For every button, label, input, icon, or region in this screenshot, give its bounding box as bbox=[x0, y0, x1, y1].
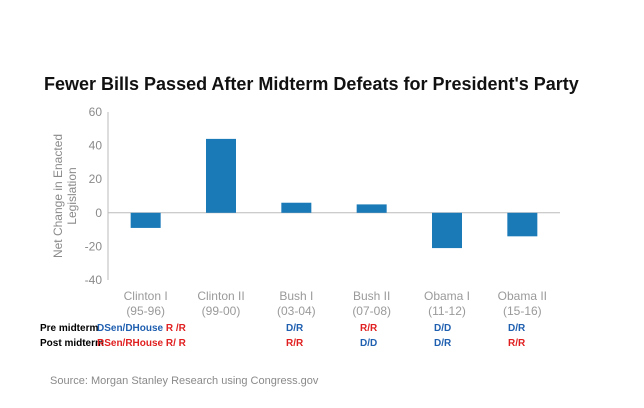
y-tick-label: 60 bbox=[89, 105, 103, 119]
bar bbox=[356, 204, 387, 213]
party-control-text: R/R bbox=[286, 338, 304, 349]
chart-title: Fewer Bills Passed After Midterm Defeats… bbox=[44, 74, 579, 94]
party-control-text: DSen/DHouse bbox=[97, 323, 164, 334]
y-tick-label: 0 bbox=[95, 206, 102, 220]
category-labels: Clinton I(95-96)Clinton II(99-00)Bush I(… bbox=[124, 289, 547, 318]
y-tick-label: -40 bbox=[85, 273, 103, 287]
bar bbox=[507, 212, 538, 237]
category-label: (15-16) bbox=[503, 304, 542, 318]
party-control-text: R/R bbox=[508, 338, 526, 349]
bar bbox=[281, 202, 312, 213]
party-control-text: D/R bbox=[286, 323, 304, 334]
category-label: Obama I bbox=[424, 289, 470, 303]
party-control-cell: D/R bbox=[286, 323, 303, 334]
category-label: (99-00) bbox=[202, 304, 241, 318]
bar bbox=[432, 212, 462, 249]
party-control-text: RSen/RHouse bbox=[97, 338, 164, 349]
y-axis-label: Net Change in EnactedLegislation bbox=[51, 134, 79, 258]
category-label: Bush II bbox=[353, 289, 390, 303]
post-midterm-label: Post midterm bbox=[40, 338, 104, 349]
bars bbox=[130, 138, 538, 249]
category-label: Clinton II bbox=[197, 289, 244, 303]
y-axis: -40 -20 0 20 40 60 bbox=[85, 105, 560, 287]
bar bbox=[130, 212, 161, 228]
bar bbox=[206, 138, 236, 213]
source-note: Source: Morgan Stanley Research using Co… bbox=[50, 375, 319, 387]
category-label: (03-04) bbox=[277, 304, 316, 318]
party-control-text: R/R bbox=[360, 323, 378, 334]
party-control-cell: D/R bbox=[434, 338, 451, 349]
category-label: Clinton I bbox=[124, 289, 168, 303]
category-label: (11-12) bbox=[428, 304, 466, 318]
party-control-cell: D/R bbox=[508, 323, 525, 334]
category-label: (07-08) bbox=[352, 304, 391, 318]
party-control-text: R /R bbox=[163, 323, 186, 334]
category-label: Obama II bbox=[498, 289, 547, 303]
y-tick-label: -20 bbox=[85, 239, 103, 253]
party-control-text: D/R bbox=[508, 323, 526, 334]
category-label: (95-96) bbox=[126, 304, 165, 318]
party-control-cell: D/D bbox=[434, 323, 451, 334]
pre-midterm-label: Pre midterm bbox=[40, 323, 99, 334]
party-control-cell: R/R bbox=[360, 323, 377, 334]
party-control-text: D/D bbox=[360, 338, 378, 349]
party-control-text: R/ R bbox=[163, 338, 186, 349]
party-control-cell: D/D bbox=[360, 338, 377, 349]
party-control-cell: RSen/RHouse R/ R bbox=[97, 338, 186, 349]
y-tick-label: 40 bbox=[89, 139, 103, 153]
party-control-cell: R/R bbox=[508, 338, 525, 349]
party-control-cell: R/R bbox=[286, 338, 303, 349]
party-control-text: D/R bbox=[434, 338, 452, 349]
party-control-cell: DSen/DHouse R /R bbox=[97, 323, 186, 334]
y-tick-label: 20 bbox=[89, 172, 103, 186]
party-control-text: D/D bbox=[434, 323, 452, 334]
category-label: Bush I bbox=[279, 289, 313, 303]
